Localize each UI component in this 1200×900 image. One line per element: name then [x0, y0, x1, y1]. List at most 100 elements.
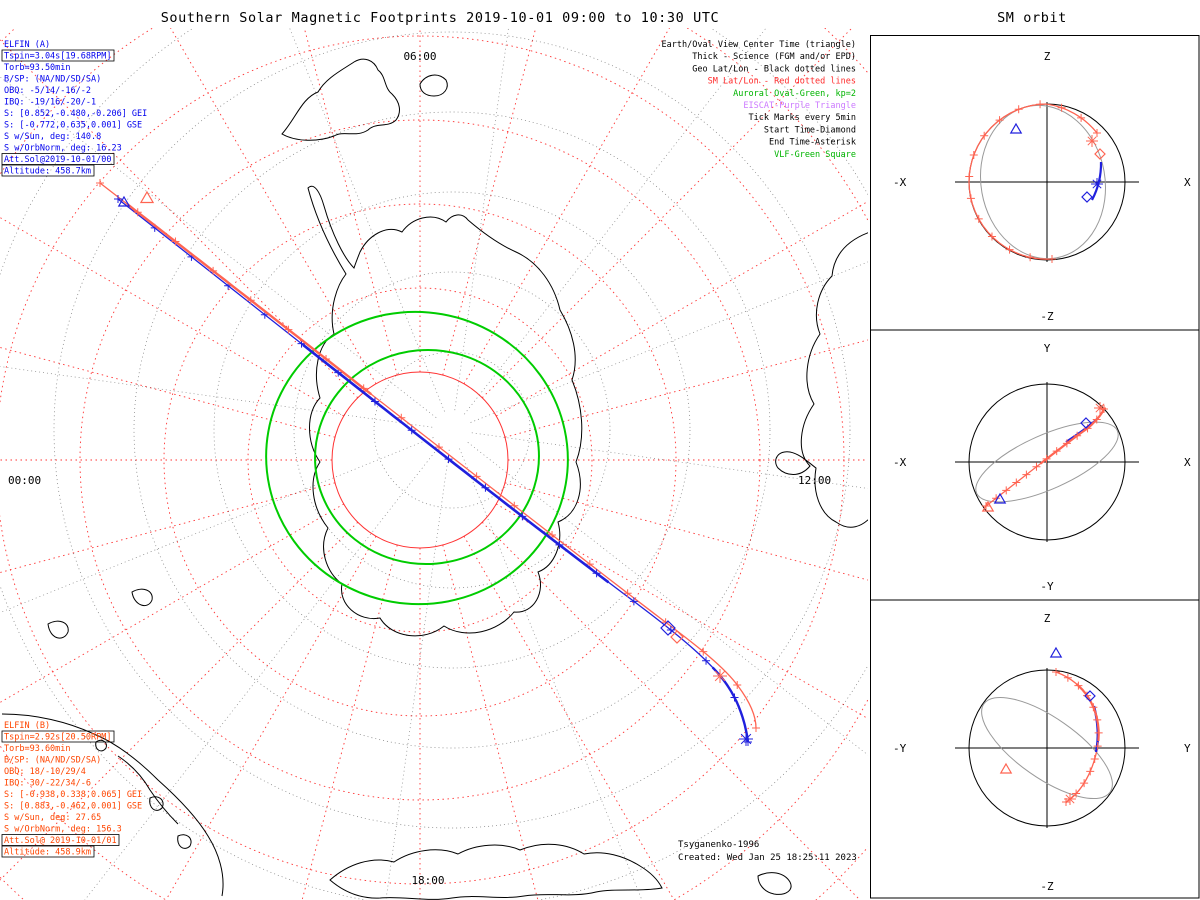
end-time-asterisk-marker [1064, 793, 1076, 805]
sm-orbit-title: SM orbit [997, 10, 1067, 26]
legend-line: Auroral Oval-Green, kp=2 [733, 89, 856, 99]
elfin-b-attsol: Att.Sol@ 2019-10-01/01 [4, 836, 117, 846]
coast-right-landmass [775, 232, 868, 528]
start-time-diamond-marker [660, 620, 676, 636]
orbit-panel-yx: Y -Y -X X [893, 342, 1191, 593]
island-2 [177, 834, 192, 849]
time-tick-mark [980, 131, 989, 140]
science-segment [126, 203, 372, 396]
time-tick-mark [1048, 255, 1056, 263]
orbit-panel-markers [965, 100, 1108, 806]
orbit-track-b [1055, 671, 1100, 803]
elfin-b-tspin: Tspin=2.92s[20.50RPM] [4, 733, 111, 743]
time-tick-mark [397, 413, 406, 422]
island-6 [757, 872, 792, 895]
axis-label-down: -Z [1040, 310, 1054, 323]
page-title: Southern Solar Magnetic Footprints 2019-… [161, 10, 720, 26]
auroral-oval-inner [314, 348, 540, 566]
time-tick-mark [969, 151, 978, 160]
time-tick-mark [1026, 253, 1035, 262]
legend-line: SM Lat/Lon - Red dotted lines [708, 77, 856, 87]
time-tick-mark [1063, 673, 1072, 682]
elfin-a-orbnorm-angle: S w/OrbNorm, deg: 16.23 [4, 144, 122, 154]
elfin-a-s-gei: S: [0.852,-0.480,-0.206] GEI [4, 109, 147, 119]
elfin-b-bsp: B/SP: (NA/ND/SD/SA) [4, 756, 101, 766]
earth-circle [968, 383, 1126, 541]
elfin-b-name: ELFIN (B) [4, 721, 50, 731]
created-label: Created: Wed Jan 25 18:25:11 2023 [678, 853, 857, 863]
legend-line: EISCAT-Purple Triangle [743, 101, 856, 111]
legend-line: Start Time-Diamond [764, 125, 856, 135]
science-segment [1039, 408, 1105, 465]
antarctica-outline [307, 185, 583, 637]
elfin-b-sun-angle: S w/Sun, deg: 27.65 [4, 813, 101, 823]
time-tick-mark [1093, 129, 1101, 137]
time-tick-mark [623, 589, 632, 598]
elfin-a-attsol-box [1, 153, 115, 165]
axis-label-up: Y [1044, 342, 1051, 355]
elfin-b-torb: Torb=93.60min [4, 744, 71, 754]
time-tick-mark [733, 680, 742, 689]
end-time-asterisk-marker [1094, 402, 1106, 414]
elfin-b-orbnorm-angle: S w/OrbNorm, deg: 156.3 [4, 825, 122, 835]
elfin-a-footprint-track [117, 198, 749, 743]
axis-label-left: -X [893, 176, 907, 189]
coast-southamerica [1, 713, 224, 897]
orbit-projection-gray [981, 696, 1113, 800]
time-tick-mark [995, 116, 1004, 125]
time-tick-mark [699, 647, 708, 656]
model-label: Tsyganenko-1996 [678, 840, 759, 850]
start-time-diamond-marker [1094, 148, 1106, 160]
elfin-a-info: ELFIN (A) Tspin=3.04s[19.68RPM] Torb=93.… [1, 40, 147, 177]
elfin-b-footprint-track [99, 182, 757, 729]
earth-circle [968, 669, 1126, 827]
island-4 [47, 620, 69, 639]
time-tick-mark [1077, 113, 1086, 122]
axis-label-down: -Z [1040, 880, 1054, 893]
elfin-b-tspin-box [1, 730, 115, 743]
time-tick-mark [1005, 245, 1014, 254]
time-tick-mark [1022, 470, 1031, 479]
end-time-asterisk-marker [1091, 178, 1103, 190]
legend-line: Thick - Science (FGM and/or EPD) [692, 52, 856, 62]
orbit-track-b [985, 408, 1105, 507]
legend-line: Geo Lat/Lon - Black dotted lines [692, 64, 856, 74]
axis-label-left: -Y [893, 742, 907, 755]
coast-top-island [419, 74, 448, 97]
time-tick-mark [472, 472, 481, 481]
end-time-asterisk-marker [713, 669, 727, 683]
axis-label-down: -Y [1040, 580, 1054, 593]
coast-top [281, 58, 400, 141]
time-tick-mark [96, 179, 104, 187]
elfin-a-altitude: Altitude: 458.7km [4, 167, 91, 177]
elfin-a-ibq: IBQ: -19/16/-20/-1 [4, 98, 96, 108]
start-time-diamond-marker [1084, 690, 1096, 702]
legend-line: Earth/Oval View Center Time (triangle) [662, 40, 856, 50]
legend: Earth/Oval View Center Time (triangle) T… [662, 40, 856, 160]
center-time-triangle-marker [1049, 646, 1063, 658]
science-segment [302, 343, 610, 584]
elfin-b-s-gse: S: [0.883,-0.462,0.001] GSE [4, 802, 142, 812]
time-tick-mark [987, 232, 996, 241]
elfin-a-altitude-box [1, 164, 95, 177]
end-time-asterisk-marker [739, 732, 753, 746]
elfin-a-attsol: Att.Sol@2019-10-01/00 [4, 155, 111, 165]
time-tick-mark [966, 194, 975, 203]
time-tick-mark [702, 656, 711, 665]
elfin-b-info: ELFIN (B) Tspin=2.92s[20.50RPM] Torb=93.… [1, 721, 142, 858]
elfin-a-obq: OBQ: -5/14/-16/-2 [4, 86, 91, 96]
time-tick-mark [661, 618, 670, 627]
orbit-panel-3-border [870, 599, 1200, 899]
time-tick-mark [752, 724, 760, 732]
time-tick-mark [1086, 767, 1095, 776]
elfin-a-tspin-box [1, 49, 115, 62]
time-tick-mark [965, 172, 974, 181]
time-tick-mark [1036, 100, 1045, 109]
time-tick-mark [1052, 668, 1060, 676]
center-time-triangle-marker [999, 762, 1013, 774]
island-1 [149, 796, 164, 811]
axis-label-left: -X [893, 456, 907, 469]
axis-label-up: Z [1044, 50, 1051, 63]
auroral-oval-outer [265, 310, 569, 606]
